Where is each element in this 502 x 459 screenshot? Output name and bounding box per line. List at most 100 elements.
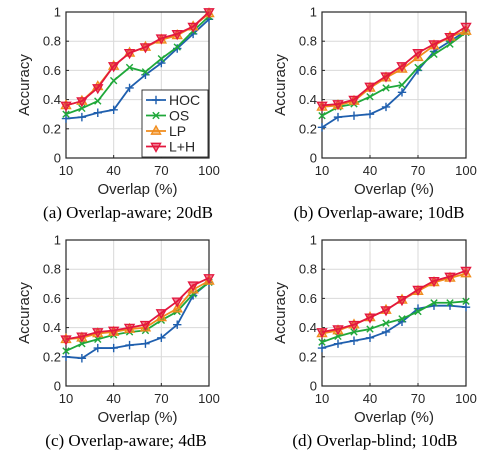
xtick-label: 100 [455, 391, 477, 406]
xtick-label: 100 [198, 391, 220, 406]
plot-area [322, 240, 466, 386]
legend-marker [151, 95, 161, 105]
data-point [157, 333, 166, 343]
data-point [365, 333, 375, 343]
data-point [380, 72, 392, 83]
data-point [60, 101, 72, 112]
chart-caption: (a) Overlap-aware; 20dB [43, 203, 213, 222]
chart-panel-d: 0 0.2 0.4 0.6 0.8 1 10 40 70 100 Overlap (%) Accura… [272, 233, 477, 451]
data-point [125, 63, 134, 72]
data-point [107, 62, 120, 73]
ytick-label: 0.8 [43, 262, 61, 277]
data-point [107, 326, 120, 337]
legend-label: HOC [169, 92, 200, 108]
data-point [60, 335, 72, 346]
data-point [446, 299, 454, 307]
ytick-label: 0.2 [43, 121, 61, 136]
data-point [139, 43, 152, 54]
xtick-label: 40 [363, 163, 377, 178]
data-point [350, 328, 358, 336]
legend-label: L+H [169, 139, 195, 155]
data-point [430, 299, 438, 307]
x-axis-label: Overlap (%) [354, 181, 434, 198]
chart-panel-a: 0 0.2 0.4 0.6 0.8 1 10 40 70 100 Overlap (%) Accura… [16, 5, 220, 223]
ytick-label: 0 [54, 379, 61, 394]
xtick-label: 70 [411, 163, 425, 178]
data-point [155, 34, 168, 45]
ytick-label: 1 [54, 233, 61, 248]
data-point [366, 92, 374, 101]
chart-caption: (b) Overlap-aware; 10dB [294, 203, 465, 222]
xtick-label: 40 [106, 163, 120, 178]
data-point [333, 339, 343, 348]
ytick-label: 0.8 [299, 262, 317, 277]
ytick-label: 1 [310, 233, 317, 248]
data-point [92, 328, 104, 339]
data-point [364, 82, 376, 93]
data-point [412, 49, 424, 60]
y-axis-label: Accuracy [272, 54, 289, 116]
ytick-label: 0.2 [43, 349, 61, 364]
data-point [141, 68, 150, 76]
legend-label: LP [169, 123, 186, 139]
xtick-label: 70 [154, 163, 168, 178]
data-point [173, 320, 182, 329]
data-point [76, 332, 88, 343]
data-point [318, 338, 326, 346]
data-point [428, 277, 440, 288]
data-point [78, 104, 86, 113]
xtick-label: 40 [363, 391, 377, 406]
xtick-label: 10 [59, 391, 73, 406]
series-line [321, 269, 467, 333]
data-point [462, 297, 470, 306]
data-point [139, 320, 152, 332]
data-point [93, 108, 102, 117]
data-point [349, 336, 359, 345]
series-line [321, 31, 467, 117]
series-line [65, 281, 210, 352]
ytick-label: 0.4 [43, 320, 61, 335]
series-line [65, 280, 210, 341]
ytick-label: 0.4 [43, 92, 61, 107]
ytick-label: 0.6 [43, 291, 61, 306]
data-point [460, 266, 472, 277]
y-axis-label: Accuracy [272, 282, 289, 344]
data-point [317, 343, 327, 353]
data-point [381, 327, 391, 337]
series-line [65, 18, 210, 120]
data-point [155, 309, 168, 320]
data-point [171, 297, 183, 308]
series-l-h [60, 274, 215, 346]
legend-marker [150, 142, 162, 153]
plot-area [66, 240, 209, 386]
ytick-label: 0 [310, 151, 317, 166]
data-point [316, 101, 328, 112]
chart-panel-b: 0 0.2 0.4 0.6 0.8 1 10 40 70 100 Overlap (%) Accura… [272, 5, 477, 223]
x-axis-label: Overlap (%) [97, 181, 177, 198]
data-point [349, 111, 359, 120]
series-l-h [316, 22, 472, 112]
data-point [428, 40, 440, 51]
data-point [141, 339, 150, 348]
ytick-label: 1 [310, 5, 317, 20]
chart-panel-c: 0 0.2 0.4 0.6 0.8 1 10 40 70 100 Overlap (%) Accura… [16, 233, 220, 451]
data-point [93, 343, 102, 353]
data-point [94, 97, 102, 105]
data-point [125, 340, 134, 350]
ytick-label: 0.8 [43, 34, 61, 49]
data-point [364, 313, 376, 324]
legend-label: OS [169, 108, 189, 124]
axes-frame [65, 239, 210, 387]
xtick-label: 10 [59, 163, 73, 178]
data-point [397, 88, 407, 97]
ytick-label: 0.6 [299, 63, 317, 78]
chart-caption: (d) Overlap-blind; 10dB [292, 431, 457, 450]
data-point [348, 320, 360, 332]
data-point [414, 63, 422, 72]
data-point [61, 114, 71, 123]
data-point [430, 50, 438, 59]
y-axis-label: Accuracy [16, 282, 33, 344]
series-line [65, 15, 210, 116]
axes-frame [321, 239, 467, 387]
